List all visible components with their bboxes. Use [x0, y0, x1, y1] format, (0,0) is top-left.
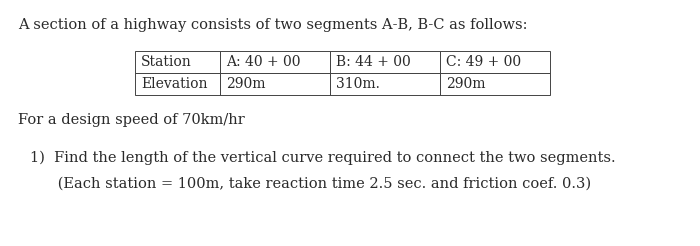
Bar: [440, 51, 550, 73]
Text: Elevation: Elevation: [141, 77, 207, 91]
Text: A: 40 + 00: A: 40 + 00: [226, 55, 300, 69]
Text: For a design speed of 70km/hr: For a design speed of 70km/hr: [18, 113, 245, 127]
Bar: [220, 51, 330, 73]
Text: 310m.: 310m.: [336, 77, 380, 91]
Bar: [135, 51, 220, 73]
Bar: [135, 73, 220, 95]
Text: 290m: 290m: [446, 77, 486, 91]
Text: B: 44 + 00: B: 44 + 00: [336, 55, 411, 69]
Text: Station: Station: [141, 55, 192, 69]
Text: C: 49 + 00: C: 49 + 00: [446, 55, 521, 69]
Bar: [330, 73, 440, 95]
Text: 290m: 290m: [226, 77, 265, 91]
Bar: [440, 73, 550, 95]
Text: 1)  Find the length of the vertical curve required to connect the two segments.: 1) Find the length of the vertical curve…: [30, 151, 615, 165]
Text: A section of a highway consists of two segments A-B, B-C as follows:: A section of a highway consists of two s…: [18, 18, 528, 32]
Text: (Each station = 100m, take reaction time 2.5 sec. and friction coef. 0.3): (Each station = 100m, take reaction time…: [30, 176, 591, 190]
Bar: [220, 73, 330, 95]
Bar: [330, 51, 440, 73]
